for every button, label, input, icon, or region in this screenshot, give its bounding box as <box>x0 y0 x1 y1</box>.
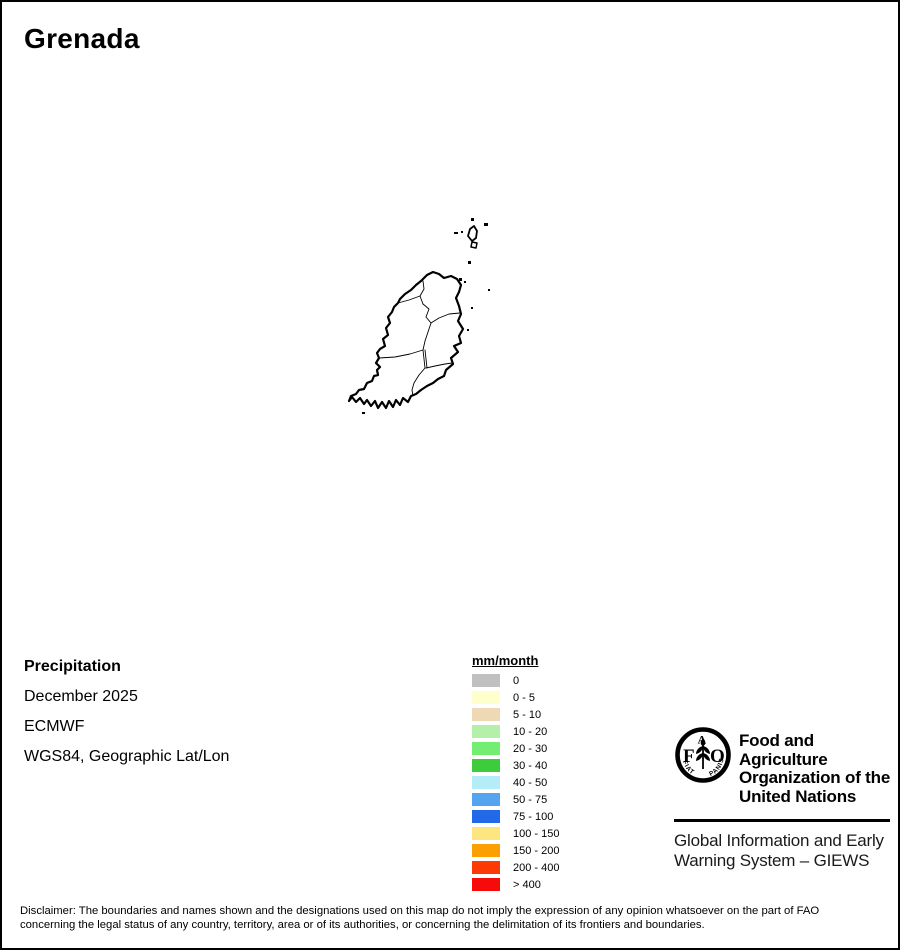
legend-label: 5 - 10 <box>513 708 542 721</box>
legend-label: 40 - 50 <box>513 776 548 789</box>
parish-boundaries <box>378 280 461 397</box>
info-projection: WGS84, Geographic Lat/Lon <box>24 748 230 765</box>
legend-row: 50 - 75 <box>472 793 559 806</box>
legend-label: 0 - 5 <box>513 691 536 704</box>
legend-swatch <box>472 861 500 874</box>
legend-swatch <box>472 691 500 704</box>
legend-label: 200 - 400 <box>513 861 560 874</box>
caille-island <box>470 241 478 249</box>
fao-logo-letter-f: F <box>683 746 695 767</box>
offshore-islets <box>362 218 490 414</box>
legend-swatch <box>472 827 500 840</box>
fao-logo-letter-o: O <box>710 746 725 767</box>
ronde-island <box>467 225 478 242</box>
page-title: Grenada <box>24 23 140 54</box>
legend-row: 0 - 5 <box>472 691 559 704</box>
legend-swatch <box>472 742 500 755</box>
legend-swatch <box>472 810 500 823</box>
legend-label: 50 - 75 <box>513 793 548 806</box>
info-parameter: Precipitation <box>24 658 121 675</box>
fao-attribution: F A O FIAT PANIS <box>674 726 892 871</box>
legend-swatch <box>472 708 500 721</box>
legend-row: 0 <box>472 674 559 687</box>
giews-label: Global Information and Early Warning Sys… <box>674 831 884 870</box>
divider <box>674 819 890 822</box>
legend-swatch <box>472 759 500 772</box>
grenada-mainland-coastline <box>347 270 465 410</box>
wheat-icon <box>696 739 710 769</box>
disclaimer: Disclaimer: The boundaries and names sho… <box>20 905 820 931</box>
legend-rows: 0 0 - 5 5 - 10 10 - 20 20 - 30 30 - 40 40 - 50… <box>472 674 559 891</box>
legend-row: 150 - 200 <box>472 844 559 857</box>
legend-label: 150 - 200 <box>513 844 560 857</box>
legend-row: 30 - 40 <box>472 759 559 772</box>
legend-row: 20 - 30 <box>472 742 559 755</box>
legend-swatch <box>472 844 500 857</box>
legend-row: 200 - 400 <box>472 861 559 874</box>
legend-title: mm/month <box>472 653 539 668</box>
legend-label: 75 - 100 <box>513 810 554 823</box>
fao-logo-icon: F A O FIAT PANIS <box>675 727 731 783</box>
legend-row: 40 - 50 <box>472 776 559 789</box>
legend-row: 10 - 20 <box>472 725 559 738</box>
legend-row: 100 - 150 <box>472 827 559 840</box>
fao-org-name: Food and Agriculture Organization of the… <box>739 731 891 806</box>
legend-label: 100 - 150 <box>513 827 560 840</box>
legend-label: 10 - 20 <box>513 725 548 738</box>
legend-swatch <box>472 725 500 738</box>
legend-row: > 400 <box>472 878 559 891</box>
legend-row: 75 - 100 <box>472 810 559 823</box>
legend-swatch <box>472 776 500 789</box>
map-info-block: Precipitation December 2025 ECMWF WGS84,… <box>24 656 229 776</box>
islet-dots <box>362 218 490 414</box>
info-source: ECMWF <box>24 718 85 735</box>
legend-swatch <box>472 793 500 806</box>
legend-row: 5 - 10 <box>472 708 559 721</box>
legend-label: 0 <box>513 674 520 687</box>
legend-label: > 400 <box>513 878 541 891</box>
legend-label: 20 - 30 <box>513 742 548 755</box>
legend-swatch <box>472 674 500 687</box>
legend-swatch <box>472 878 500 891</box>
legend: mm/month 0 0 - 5 5 - 10 10 - 20 20 - 30 30 - … <box>472 653 559 895</box>
info-period: December 2025 <box>24 688 138 705</box>
legend-label: 30 - 40 <box>513 759 548 772</box>
